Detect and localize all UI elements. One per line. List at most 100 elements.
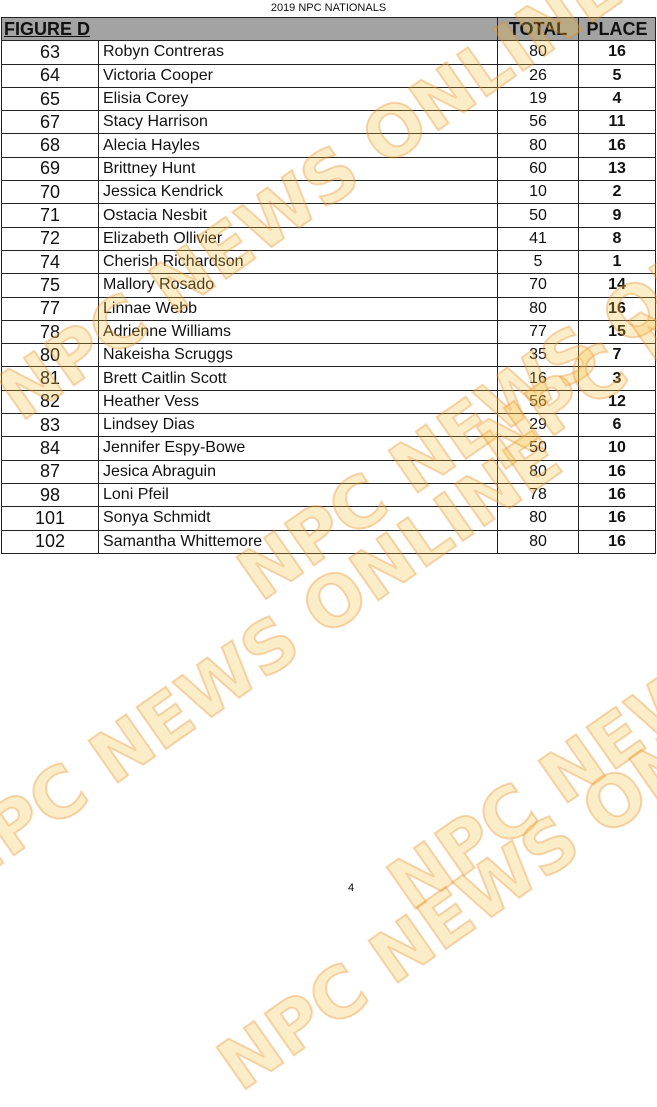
table-row: 72 Elizabeth Ollivier 41 8 <box>1 226 656 251</box>
competitor-number: 67 <box>1 110 99 135</box>
competitor-number: 75 <box>1 273 99 298</box>
total-score: 29 <box>497 413 579 438</box>
table-row: 68 Alecia Hayles 80 16 <box>1 133 656 158</box>
total-score: 80 <box>497 133 579 158</box>
table-row: 101 Sonya Schmidt 80 16 <box>1 506 656 531</box>
table-row: 83 Lindsey Dias 29 6 <box>1 413 656 438</box>
table-row: 81 Brett Caitlin Scott 16 3 <box>1 366 656 391</box>
table-row: 87 Jesica Abraguin 80 16 <box>1 459 656 484</box>
total-score: 56 <box>497 110 579 135</box>
table-row: 75 Mallory Rosado 70 14 <box>1 273 656 298</box>
table-header-row: FIGURE D TOTAL PLACE <box>1 16 656 42</box>
competitor-name: Sonya Schmidt <box>98 506 498 531</box>
placing: 8 <box>578 226 656 251</box>
total-score: 50 <box>497 436 579 461</box>
table-row: 69 Brittney Hunt 60 13 <box>1 156 656 182</box>
competitor-number: 82 <box>1 389 99 415</box>
competitor-number: 81 <box>1 366 99 391</box>
competitor-number: 74 <box>1 249 99 275</box>
total-score: 60 <box>497 156 579 182</box>
competitor-name: Linnae Webb <box>98 296 498 321</box>
competitor-name: Loni Pfeil <box>98 482 498 508</box>
competitor-number: 68 <box>1 133 99 158</box>
competitor-name: Mallory Rosado <box>98 273 498 298</box>
placing: 16 <box>578 506 656 531</box>
table-row: 67 Stacy Harrison 56 11 <box>1 110 656 135</box>
competitor-number: 70 <box>1 180 99 205</box>
competitor-name: Brett Caitlin Scott <box>98 366 498 391</box>
competitor-name: Brittney Hunt <box>98 156 498 182</box>
division-title: FIGURE D <box>1 16 498 42</box>
competitor-number: 102 <box>1 529 99 554</box>
placing: 10 <box>578 436 656 461</box>
placing: 16 <box>578 482 656 508</box>
total-score: 80 <box>497 506 579 531</box>
placing: 16 <box>578 133 656 158</box>
competitor-name: Lindsey Dias <box>98 413 498 438</box>
table-row: 63 Robyn Contreras 80 16 <box>1 40 656 65</box>
table-row: 78 Adrienne Williams 77 15 <box>1 319 656 345</box>
competitor-name: Elizabeth Ollivier <box>98 226 498 251</box>
table-row: 74 Cherish Richardson 5 1 <box>1 249 656 275</box>
placing: 6 <box>578 413 656 438</box>
competitor-name: Stacy Harrison <box>98 110 498 135</box>
watermark: NPC NEWS ONLINE <box>202 614 657 1107</box>
results-table: FIGURE D TOTAL PLACE 63 Robyn Contreras 80… <box>1 16 656 554</box>
placing: 2 <box>578 180 656 205</box>
competitor-name: Jesica Abraguin <box>98 459 498 484</box>
table-row: 82 Heather Vess 56 12 <box>1 389 656 415</box>
total-score: 19 <box>497 86 579 112</box>
competitor-name: Adrienne Williams <box>98 319 498 345</box>
table-row: 102 Samantha Whittemore 80 16 <box>1 529 656 554</box>
competitor-number: 63 <box>1 40 99 65</box>
competitor-name: Ostacia Nesbit <box>98 203 498 228</box>
competitor-number: 98 <box>1 482 99 508</box>
total-score: 70 <box>497 273 579 298</box>
competitor-name: Heather Vess <box>98 389 498 415</box>
competitor-name: Robyn Contreras <box>98 40 498 65</box>
competitor-name: Victoria Cooper <box>98 63 498 88</box>
placing: 3 <box>578 366 656 391</box>
total-score: 10 <box>497 180 579 205</box>
competitor-number: 87 <box>1 459 99 484</box>
placing: 4 <box>578 86 656 112</box>
total-score: 41 <box>497 226 579 251</box>
placing: 16 <box>578 529 656 554</box>
competitor-number: 72 <box>1 226 99 251</box>
table-row: 71 Ostacia Nesbit 50 9 <box>1 203 656 228</box>
placing: 13 <box>578 156 656 182</box>
table-row: 98 Loni Pfeil 78 16 <box>1 482 656 508</box>
competitor-number: 65 <box>1 86 99 112</box>
competitor-number: 71 <box>1 203 99 228</box>
competitor-name: Nakeisha Scruggs <box>98 343 498 368</box>
table-row: 80 Nakeisha Scruggs 35 7 <box>1 343 656 368</box>
table-row: 84 Jennifer Espy-Bowe 50 10 <box>1 436 656 461</box>
competitor-name: Jessica Kendrick <box>98 180 498 205</box>
competitor-name: Cherish Richardson <box>98 249 498 275</box>
table-row: 65 Elisia Corey 19 4 <box>1 86 656 112</box>
total-score: 80 <box>497 296 579 321</box>
total-score: 50 <box>497 203 579 228</box>
total-score: 80 <box>497 529 579 554</box>
total-score: 80 <box>497 459 579 484</box>
place-header: PLACE <box>578 16 656 42</box>
table-row: 70 Jessica Kendrick 10 2 <box>1 180 656 205</box>
table-row: 77 Linnae Webb 80 16 <box>1 296 656 321</box>
competitor-number: 83 <box>1 413 99 438</box>
competitor-number: 80 <box>1 343 99 368</box>
competitor-name: Alecia Hayles <box>98 133 498 158</box>
total-score: 26 <box>497 63 579 88</box>
placing: 12 <box>578 389 656 415</box>
total-header: TOTAL <box>497 16 579 42</box>
total-score: 35 <box>497 343 579 368</box>
competitor-number: 101 <box>1 506 99 531</box>
competitor-number: 77 <box>1 296 99 321</box>
competitor-name: Jennifer Espy-Bowe <box>98 436 498 461</box>
page-number: 4 <box>348 882 355 894</box>
total-score: 56 <box>497 389 579 415</box>
placing: 7 <box>578 343 656 368</box>
competitor-name: Samantha Whittemore <box>98 529 498 554</box>
total-score: 80 <box>497 40 579 65</box>
competitor-number: 64 <box>1 63 99 88</box>
competitor-number: 78 <box>1 319 99 345</box>
